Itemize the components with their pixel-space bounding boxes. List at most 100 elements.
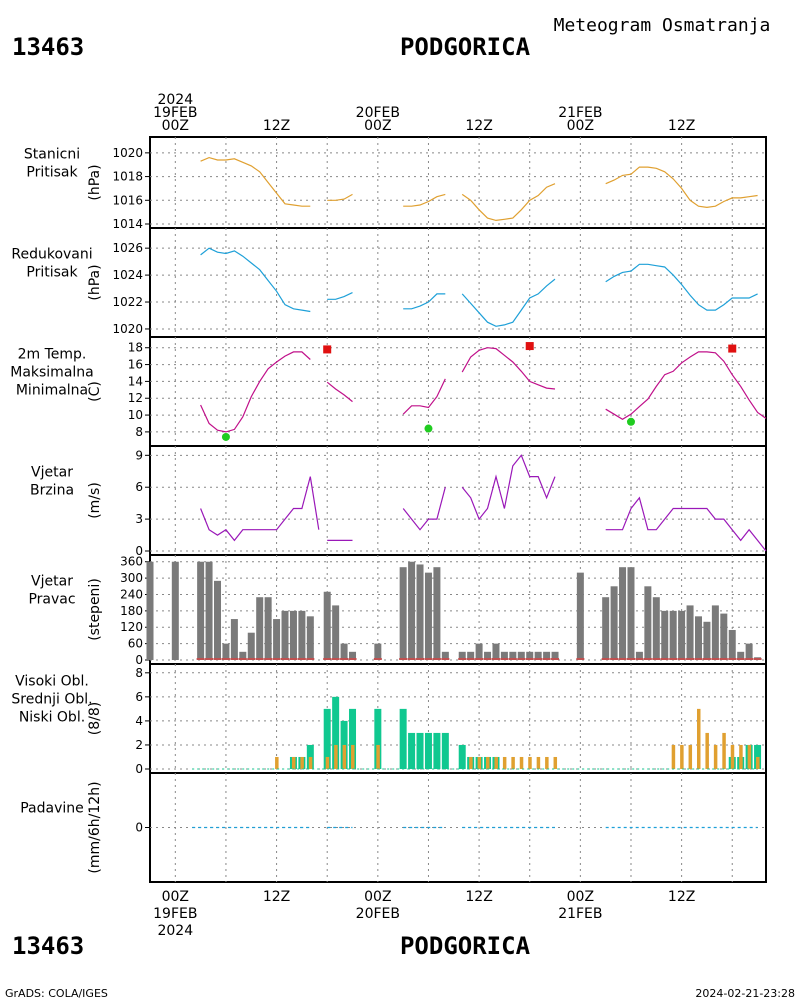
series-line bbox=[461, 347, 556, 390]
direction-bar bbox=[551, 651, 559, 660]
y-tick-label: 1022 bbox=[112, 295, 143, 309]
series-line bbox=[200, 476, 320, 542]
direction-bar bbox=[424, 572, 432, 660]
direction-bar bbox=[534, 651, 542, 660]
direction-bar bbox=[526, 651, 534, 660]
cloud-bar-low bbox=[536, 756, 541, 769]
direction-bar bbox=[484, 651, 492, 660]
direction-bar bbox=[374, 643, 382, 660]
direction-bar bbox=[205, 561, 213, 660]
y-axis-label: (stepeni) bbox=[87, 578, 103, 641]
panel-label: Vjetar bbox=[31, 574, 73, 590]
cloud-bar-low bbox=[376, 744, 380, 769]
y-tick-label: 6 bbox=[135, 690, 143, 704]
direction-bar bbox=[281, 610, 289, 660]
direction-bar bbox=[273, 619, 281, 660]
y-tick-label: 8 bbox=[135, 425, 143, 439]
panel-padavine: 0 (mm/6h/12h)Padavine bbox=[20, 772, 767, 883]
time-label-top: 21FEB bbox=[558, 105, 602, 121]
y-tick-label: 0 bbox=[135, 762, 143, 776]
y-tick-label: 0 bbox=[135, 821, 143, 835]
cloud-bar-low bbox=[275, 756, 279, 769]
series-line bbox=[403, 293, 446, 310]
y-tick-label: 1024 bbox=[112, 268, 143, 282]
direction-bar bbox=[711, 605, 719, 660]
panel-label: 2m Temp. bbox=[18, 347, 87, 363]
time-label-bottom: 20FEB bbox=[356, 906, 400, 922]
y-axis-label: (8/8) bbox=[87, 702, 103, 735]
cloud-bar-mid bbox=[323, 708, 331, 769]
cloud-bar-low bbox=[494, 756, 498, 769]
cloud-bar-mid bbox=[399, 708, 407, 769]
panel-label: Stanicni bbox=[24, 147, 80, 163]
y-tick-label: 1026 bbox=[112, 241, 143, 255]
cloud-bar-mid bbox=[349, 708, 357, 769]
direction-bar bbox=[500, 651, 508, 660]
direction-bar bbox=[433, 567, 441, 660]
panel-label: Brzina bbox=[30, 483, 74, 499]
series-line bbox=[200, 247, 311, 313]
cloud-bar-low bbox=[334, 744, 338, 769]
direction-bar bbox=[543, 651, 551, 660]
direction-bar bbox=[222, 643, 230, 660]
time-label-top: 00Z bbox=[567, 118, 594, 134]
series-line bbox=[605, 166, 758, 209]
direction-bar bbox=[678, 610, 686, 660]
series-line bbox=[461, 278, 556, 327]
direction-bar bbox=[492, 643, 500, 660]
panel-label: Padavine bbox=[20, 801, 84, 817]
cloud-bar-low bbox=[469, 756, 473, 769]
direction-bar bbox=[728, 629, 736, 660]
cloud-bar-mid bbox=[416, 732, 424, 769]
time-label-top: 12Z bbox=[263, 118, 290, 134]
y-axis-label: (m/s) bbox=[87, 482, 103, 519]
time-label-bottom: 00Z bbox=[364, 889, 391, 905]
direction-bar bbox=[737, 651, 745, 660]
y-tick-label: 3 bbox=[135, 512, 143, 526]
time-label-top: 00Z bbox=[364, 118, 391, 134]
series-line bbox=[605, 496, 767, 552]
time-label-top: 12Z bbox=[465, 118, 492, 134]
direction-bar bbox=[416, 564, 424, 660]
time-label-top: 20FEB bbox=[356, 105, 400, 121]
direction-bar bbox=[694, 616, 702, 660]
series-line bbox=[402, 378, 446, 415]
cloud-bar-low bbox=[342, 744, 347, 769]
cloud-bar-low bbox=[325, 756, 330, 769]
time-label-bottom: 12Z bbox=[668, 889, 695, 905]
y-axis-label: (C) bbox=[87, 381, 103, 402]
direction-bar bbox=[289, 610, 297, 660]
cloud-bar-low bbox=[680, 744, 684, 769]
direction-bar bbox=[408, 561, 416, 660]
cloud-bar-low bbox=[688, 744, 693, 769]
panel-frame bbox=[149, 227, 767, 338]
panel-stanicni_pritisak: 1014 1016 1018 1020 (hPa) Stanicni Pritisak bbox=[24, 136, 767, 231]
series-line bbox=[605, 351, 767, 421]
direction-bar bbox=[264, 597, 272, 660]
direction-bar bbox=[686, 605, 694, 660]
direction-bar bbox=[239, 651, 247, 660]
y-tick-label: 6 bbox=[135, 480, 143, 494]
cloud-bar-low bbox=[553, 756, 558, 769]
y-tick-label: 1018 bbox=[112, 170, 143, 184]
y-tick-label: 0 bbox=[135, 544, 143, 558]
cloud-bar-low bbox=[486, 756, 490, 769]
direction-bar bbox=[661, 610, 669, 660]
tmin-marker bbox=[626, 417, 635, 426]
cloud-bar-low bbox=[291, 756, 296, 769]
time-label-top: 12Z bbox=[668, 118, 695, 134]
panel-frame bbox=[149, 136, 767, 229]
direction-bar bbox=[349, 651, 357, 660]
direction-bar bbox=[509, 651, 517, 660]
chart-subtitle: Meteogram Osmatranja bbox=[554, 15, 771, 36]
y-tick-label: 180 bbox=[120, 604, 143, 618]
cloud-bar-low bbox=[528, 756, 532, 769]
panel-label: Maksimalna bbox=[10, 365, 94, 381]
y-tick-label: 300 bbox=[120, 571, 143, 585]
cloud-bar-low bbox=[519, 756, 524, 769]
y-tick-label: 16 bbox=[128, 358, 143, 372]
y-tick-label: 8 bbox=[135, 666, 143, 680]
cloud-bar-low bbox=[705, 732, 709, 769]
direction-bar bbox=[652, 597, 660, 660]
